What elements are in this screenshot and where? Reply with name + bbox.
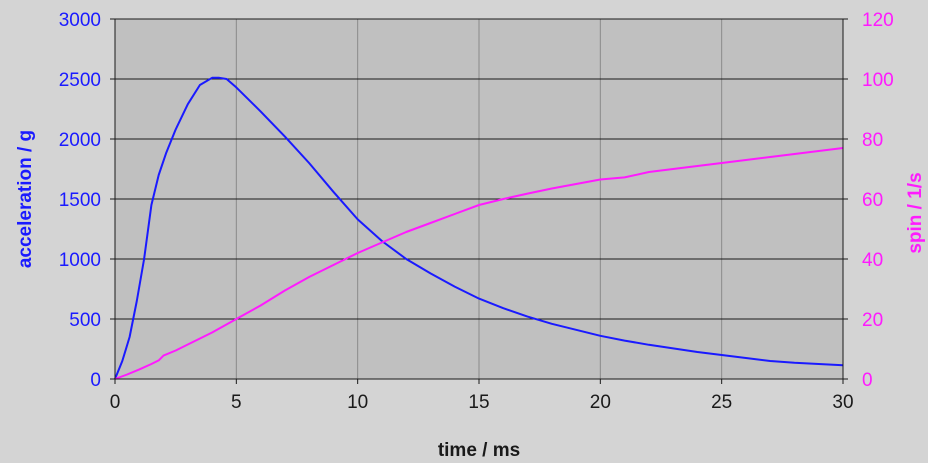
x-axis-title: time / ms <box>438 440 520 461</box>
acceleration-line <box>114 76 844 380</box>
tick-labels: 0 5 10 15 20 25 30 0 500 1000 1500 2000 2500 3000 0 20 4… <box>59 10 894 413</box>
gridlines <box>115 19 843 379</box>
y-right-axis-title: spin / 1/s <box>905 172 926 253</box>
x-tick-label: 10 <box>347 392 368 413</box>
y-left-tick-label: 3000 <box>59 10 101 31</box>
x-tick-label: 15 <box>468 392 489 413</box>
y-right-tick-label: 20 <box>862 310 883 331</box>
y-right-tick-label: 40 <box>862 250 883 271</box>
y-left-tick-label: 500 <box>69 310 101 331</box>
x-tick-label: 0 <box>110 392 121 413</box>
x-tick-label: 5 <box>231 392 242 413</box>
x-tick-label: 25 <box>711 392 732 413</box>
y-right-tick-label: 120 <box>862 10 894 31</box>
y-left-tick-label: 2000 <box>59 130 101 151</box>
y-left-tick-label: 2500 <box>59 70 101 91</box>
y-left-tick-label: 1000 <box>59 250 101 271</box>
y-right-tick-label: 0 <box>862 370 873 391</box>
x-tick-label: 20 <box>590 392 611 413</box>
x-tick-label: 30 <box>832 392 853 413</box>
y-left-tick-label: 1500 <box>59 190 101 211</box>
y-right-tick-label: 60 <box>862 190 883 211</box>
series-group <box>114 76 844 380</box>
y-left-axis-title: acceleration / g <box>15 130 36 268</box>
y-right-tick-label: 100 <box>862 70 894 91</box>
y-right-tick-label: 80 <box>862 130 883 151</box>
y-left-tick-label: 0 <box>90 370 101 391</box>
spin-line <box>114 147 844 380</box>
